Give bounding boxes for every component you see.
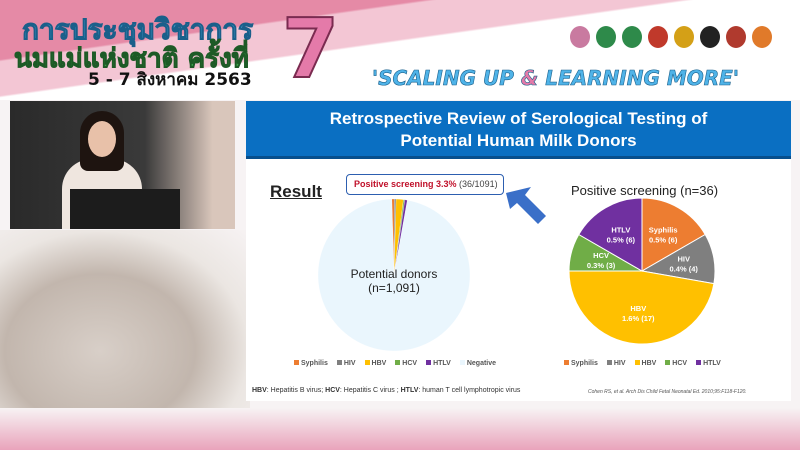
slogan-amp: & (520, 66, 539, 91)
legend-swatch (395, 360, 401, 365)
pie-data-label: 1.6% (17) (622, 314, 655, 323)
pie-data-label: HCV (593, 251, 609, 260)
sponsor-logo (570, 26, 590, 48)
sponsor-logo (700, 26, 720, 48)
fn-hcv: HCV (325, 387, 340, 394)
speaker-video (10, 101, 235, 229)
legend-swatch (564, 360, 569, 365)
sponsor-logo (622, 26, 642, 48)
right-pie-title: Positive screening (n=36) (571, 183, 719, 198)
sponsor-logo (596, 26, 616, 48)
pie-slice-htlv (578, 197, 643, 272)
pie-data-label: HBV (630, 304, 646, 313)
pie-data-label: 0.4% (4) (670, 265, 699, 274)
speaker-face (88, 121, 116, 157)
legend-swatch (294, 360, 299, 365)
pie-data-label: 0.3% (3) (587, 261, 616, 270)
legend-swatch (606, 360, 612, 365)
fn-hbv-def: : Hepatitis B virus; (266, 387, 326, 394)
legend-swatch (364, 360, 370, 365)
right-pie-legend: Syphilis HIV HBV HCV HTLV (564, 360, 721, 367)
citation: Cohen RS, et al. Arch Dis Child Fetal Ne… (588, 389, 747, 395)
fn-htlv-def: : human T cell lymphotropic virus (418, 387, 521, 394)
podium (70, 189, 180, 229)
pie-slice-negative (317, 198, 471, 352)
conference-slogan: 'SCALING UP & LEARNING MORE' (372, 66, 740, 91)
pie-data-label: 0.5% (6) (607, 235, 636, 244)
pie-data-label: HIV (677, 255, 690, 264)
legend-item: Negative (459, 360, 496, 367)
slogan-part2: LEARNING MORE' (538, 66, 739, 91)
legend-swatch (459, 360, 465, 365)
legend-item: HCV (665, 360, 687, 367)
slide-title: Retrospective Review of Serological Test… (246, 101, 791, 159)
result-heading: Result (270, 182, 322, 201)
arrow-icon (506, 187, 546, 224)
slide-title-line1: Retrospective Review of Serological Test… (329, 109, 708, 128)
center-line2: (n=1,091) (368, 281, 420, 295)
presentation-slide: Retrospective Review of Serological Test… (246, 101, 791, 401)
legend-item: HIV (336, 360, 356, 367)
left-pie-legend: Syphilis HIV HBV HCV HTLV Negative (294, 360, 496, 367)
conference-title-line1: การประชุมวิชาการ (21, 13, 254, 47)
fn-htlv: HTLV (400, 387, 419, 394)
sponsor-logo (674, 26, 694, 48)
pie-data-label: 0.5% (6) (649, 235, 678, 244)
conference-date: 5 - 7 สิงหาคม 2563 (88, 70, 252, 90)
conference-edition: 7 (281, 1, 340, 98)
pie-data-label: HTLV (611, 225, 630, 234)
sponsor-logo (752, 26, 772, 48)
pie-data-label: Syphilis (649, 225, 678, 234)
legend-swatch (426, 360, 432, 365)
footnote: HBV: Hepatitis B virus; HCV: Hepatitis C… (252, 387, 520, 394)
sponsor-logo (726, 26, 746, 48)
fn-hcv-def: : Hepatitis C virus ; (339, 387, 401, 394)
legend-item: HTLV (696, 360, 721, 367)
fn-hbv: HBV (252, 387, 267, 394)
sponsor-logo (648, 26, 668, 48)
legend-swatch (696, 360, 702, 365)
legend-swatch (634, 360, 640, 365)
conference-title-line2: นมแม่แห่งชาติ ครั้งที่ (14, 44, 250, 75)
legend-swatch (336, 360, 342, 365)
legend-item: HCV (395, 360, 417, 367)
slogan-part1: 'SCALING UP (372, 66, 521, 91)
sponsor-logos (570, 26, 772, 48)
pie-slice-syphilis (641, 197, 706, 272)
legend-swatch (665, 360, 671, 365)
positive-screening-callout: Positive screening 3.3% (36/1091) (346, 174, 504, 195)
callout-rest: (36/1091) (456, 179, 498, 189)
legend-item: Syphilis (294, 360, 328, 367)
center-line1: Potential donors (350, 267, 438, 281)
conference-banner: การประชุมวิชาการ นมแม่แห่งชาติ ครั้งที่ … (0, 0, 800, 100)
legend-item: HBV (634, 360, 656, 367)
legend-item: HIV (606, 360, 626, 367)
callout-bold: Positive screening 3.3% (354, 179, 457, 189)
legend-item: HTLV (426, 360, 451, 367)
legend-item: HBV (364, 360, 386, 367)
pie-slice-hbv (568, 270, 715, 345)
legend-item: Syphilis (564, 360, 598, 367)
slide-title-line2: Potential Human Milk Donors (400, 131, 637, 150)
left-pie-center-label: Potential donors (n=1,091) (306, 267, 482, 295)
bottom-decoration (0, 408, 800, 450)
